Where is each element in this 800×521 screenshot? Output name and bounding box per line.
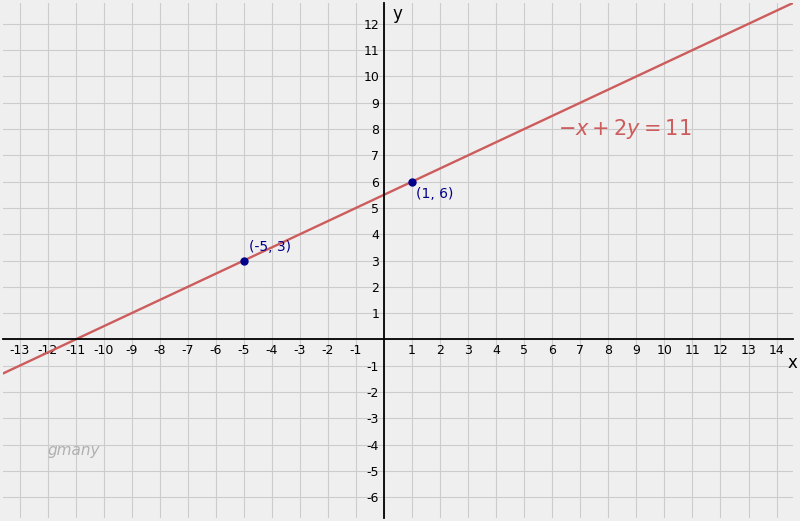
Text: x: x <box>787 354 797 372</box>
Text: $-x + 2y = 11$: $-x + 2y = 11$ <box>558 117 691 141</box>
Text: gmany: gmany <box>48 443 100 458</box>
Text: (-5, 3): (-5, 3) <box>250 240 291 254</box>
Text: y: y <box>393 5 402 23</box>
Text: (1, 6): (1, 6) <box>416 188 454 201</box>
